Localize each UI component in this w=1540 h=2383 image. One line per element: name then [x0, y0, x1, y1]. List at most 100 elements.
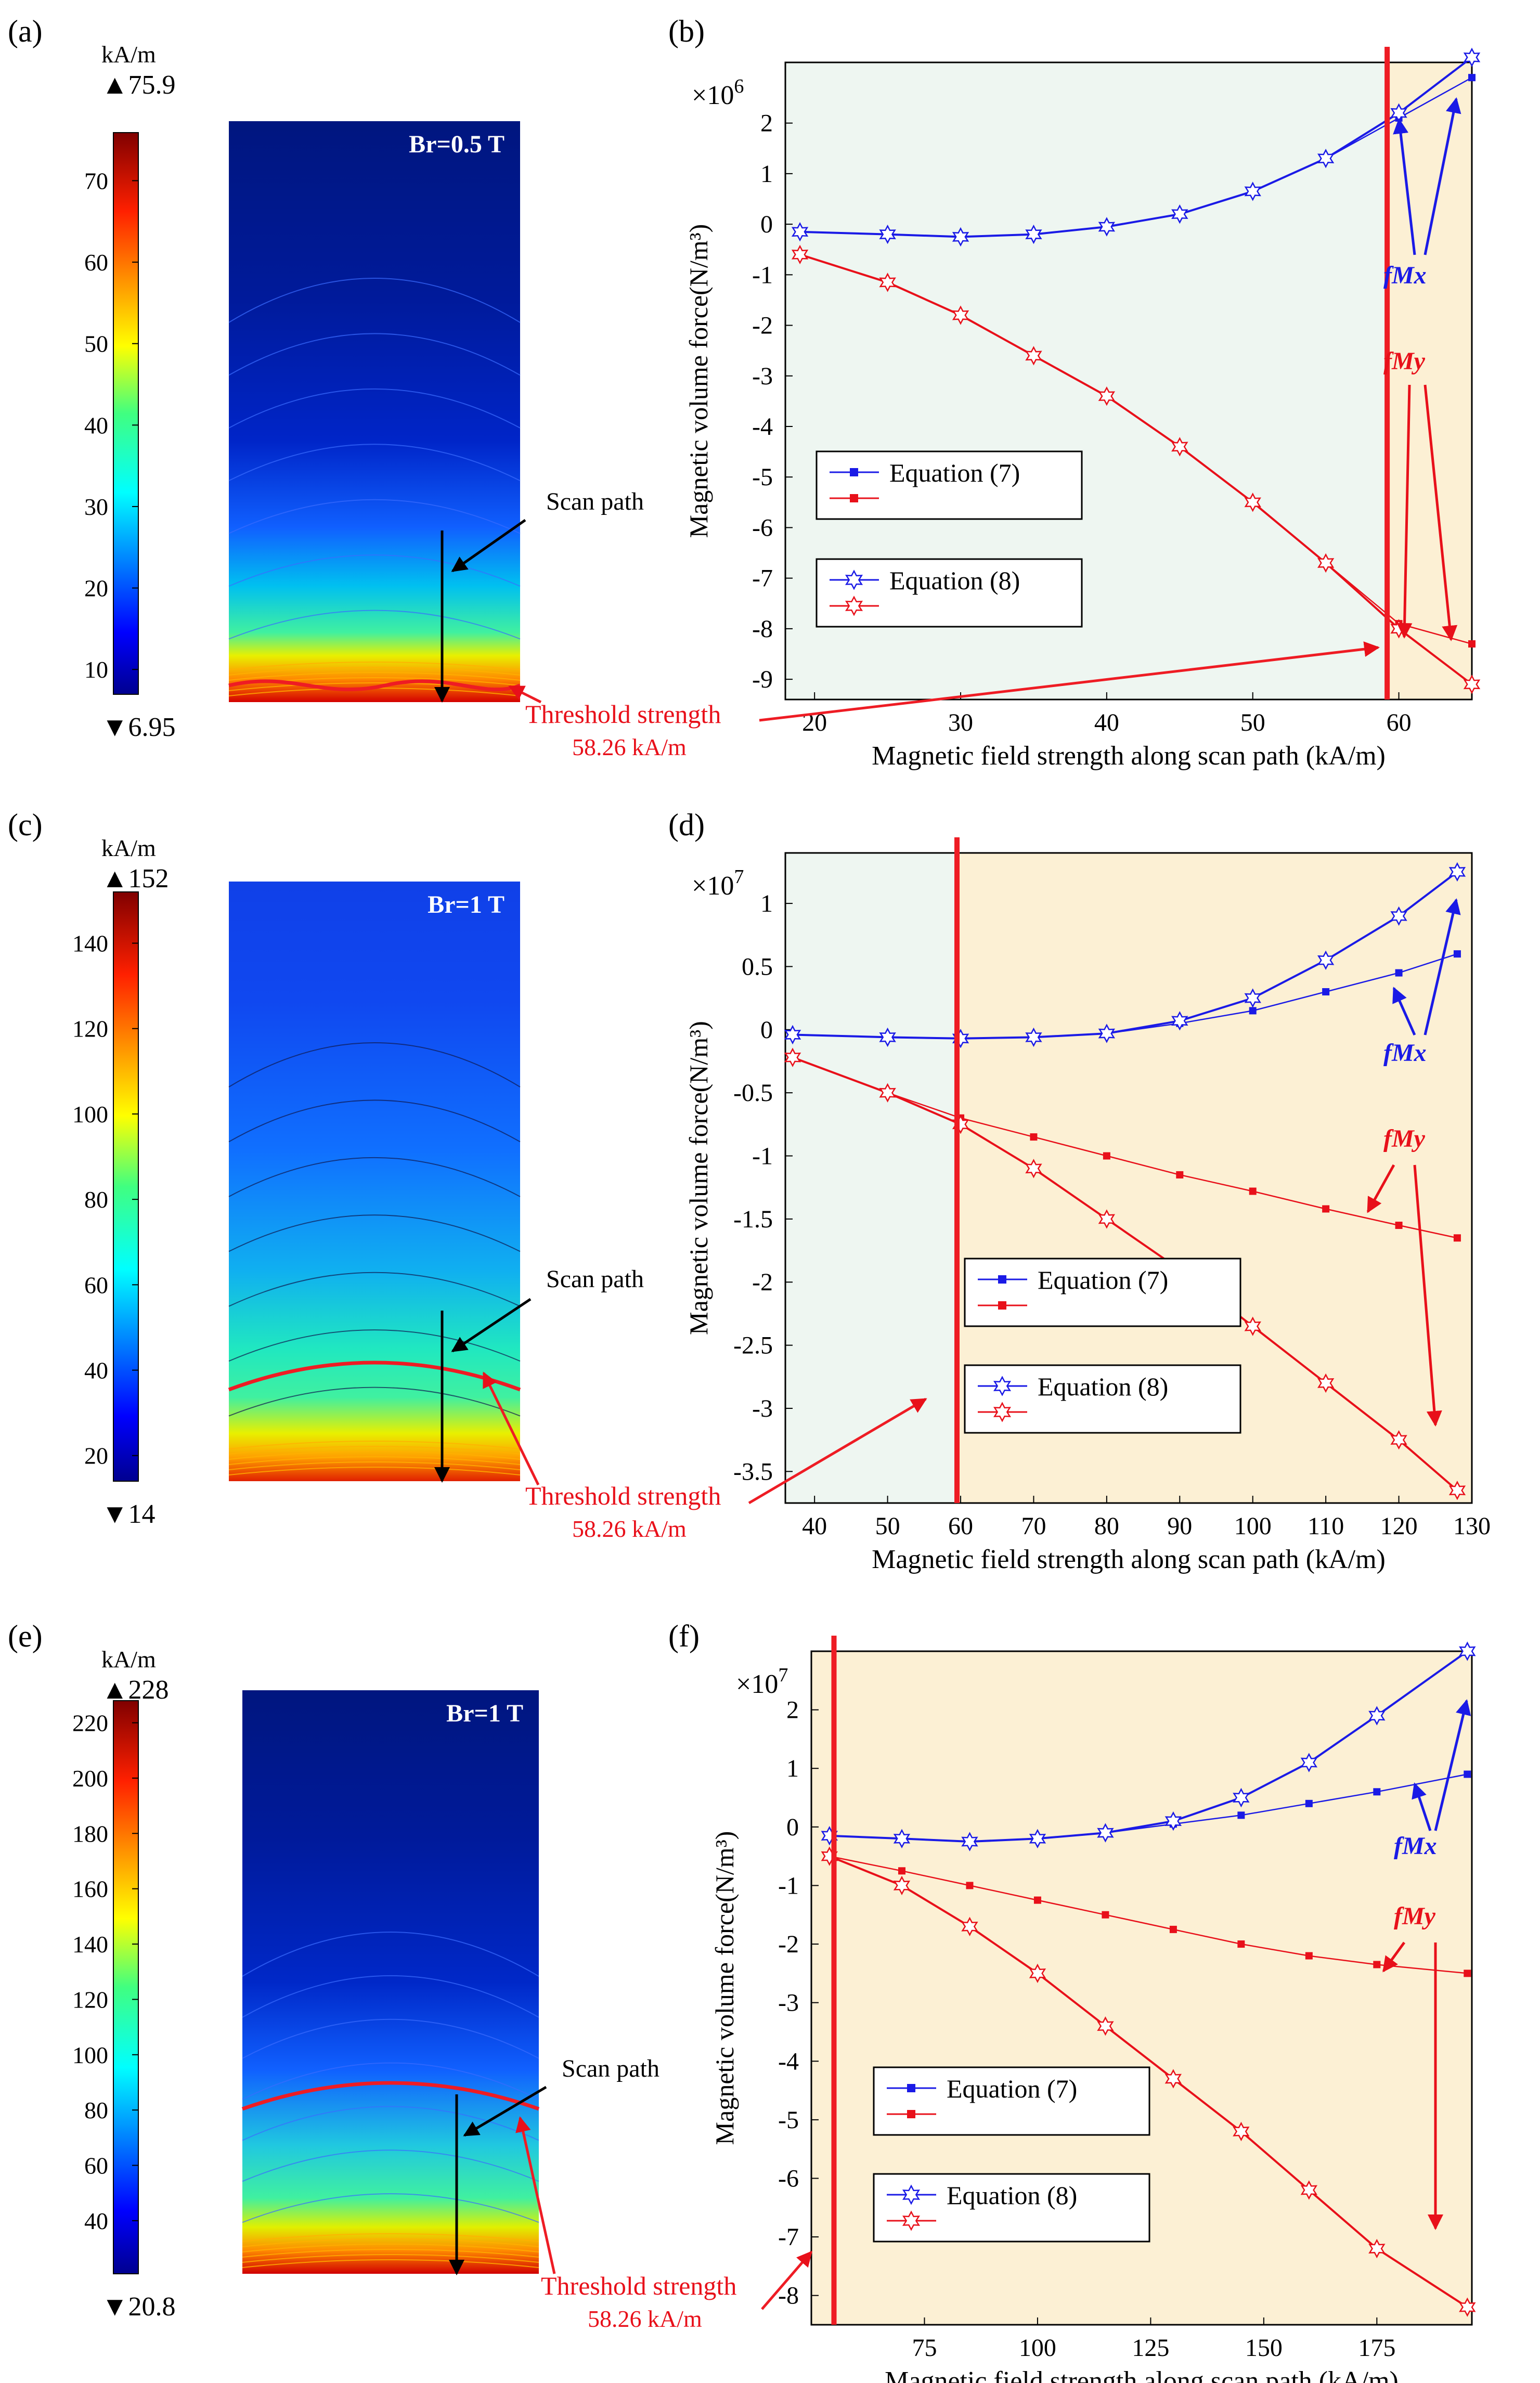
threshold-pointer — [515, 2116, 556, 2274]
colorbar-tick-label: 20 — [84, 575, 108, 602]
y-tick-label: -3 — [752, 362, 773, 390]
fmy-pointer — [1413, 1164, 1442, 1427]
y-tick-label: -1.5 — [733, 1206, 773, 1233]
data-point-star — [1244, 182, 1261, 201]
y-tick-label: -1 — [778, 1872, 799, 1899]
legend-marker — [902, 2210, 921, 2231]
series-line-2 — [829, 1650, 1468, 1843]
contour-line — [242, 1932, 539, 1977]
contour-line — [242, 2106, 539, 2141]
data-point-square — [1237, 1940, 1245, 1948]
data-point-star — [821, 1846, 838, 1866]
data-point-square — [1464, 1970, 1471, 1977]
contour-line — [228, 1214, 521, 1252]
y-tick-label: 1 — [760, 890, 773, 917]
colorbar-max-label: ▲152 — [101, 864, 169, 893]
colorbar-tick-label: 160 — [72, 1876, 108, 1902]
contour-line — [228, 672, 521, 681]
data-point-star — [791, 244, 809, 265]
legend-equation-7: Equation (7) — [816, 450, 1083, 520]
fmx-pointer — [1393, 118, 1416, 255]
x-tick-label: 175 — [1358, 2334, 1395, 2362]
data-point-star — [1448, 862, 1466, 882]
data-point-star — [1233, 2121, 1250, 2142]
y-tick-label: -0.5 — [733, 1079, 773, 1107]
fmx-pointer — [1412, 1782, 1432, 1831]
data-point-square — [1102, 1911, 1109, 1919]
data-point-star — [1098, 1209, 1116, 1229]
contour-line — [228, 1329, 521, 1362]
data-point-star — [1317, 149, 1335, 169]
threshold-contour — [228, 679, 521, 692]
fmy-label: fMy — [1383, 1125, 1426, 1152]
data-point-square — [1322, 1205, 1330, 1213]
contour-line — [242, 2238, 539, 2247]
x-tick-label: 100 — [1234, 1512, 1272, 1540]
legend-label: Equation (8) — [947, 2181, 1077, 2210]
colorbar-min-label: ▼6.95 — [101, 713, 175, 742]
colorbar-max-label: ▲75.9 — [101, 70, 175, 100]
plot-frame — [784, 852, 1473, 1504]
colorbar-tick-label: 20 — [84, 1443, 108, 1469]
fmy-label: fMy — [1394, 1902, 1436, 1930]
legend-marker — [845, 595, 863, 616]
data-point-star — [784, 1047, 801, 1067]
data-point-star — [1317, 950, 1335, 970]
colorbar-unit: kA/m — [101, 1646, 156, 1673]
y-tick-label: 2 — [786, 1696, 799, 1724]
colorbar-max-label: ▲228 — [101, 1675, 169, 1705]
y-tick-label: 2 — [760, 110, 773, 137]
scan-path-pointer — [451, 1298, 532, 1353]
y-tick-label: -5 — [752, 463, 773, 491]
threshold-contour — [228, 1361, 521, 1392]
data-point-square — [1305, 1799, 1313, 1807]
colorbar — [113, 132, 139, 695]
contour-line — [242, 2149, 539, 2182]
legend-box — [816, 450, 1083, 520]
threshold-contour — [241, 2081, 540, 2111]
contour-line — [242, 2062, 539, 2100]
contour-line — [228, 1451, 521, 1460]
y-tick-label: -6 — [752, 514, 773, 541]
colorbar-tick-label: 220 — [72, 1710, 108, 1737]
colorbar-tick-label: 120 — [72, 1016, 108, 1042]
scan-path-pointer — [463, 2086, 547, 2137]
contour-line — [228, 499, 521, 534]
threshold-pointer — [482, 1371, 540, 1486]
contour-line — [228, 388, 521, 429]
legend-marker — [998, 1275, 1006, 1284]
data-point-square — [1249, 1007, 1257, 1015]
y-tick-label: -4 — [752, 413, 773, 441]
contour-line — [228, 1042, 521, 1087]
fmx-pointer — [1423, 97, 1461, 255]
x-tick-label: 130 — [1453, 1512, 1491, 1540]
contour-line — [228, 1387, 521, 1417]
fmx-label: fMx — [1394, 1832, 1437, 1860]
field-map-image — [229, 882, 520, 1481]
y-tick-label: 0.5 — [742, 953, 773, 980]
y-multiplier-exp: 7 — [734, 866, 744, 888]
legend-marker — [998, 1301, 1006, 1310]
series-line-1 — [792, 1057, 1458, 1239]
data-point-star — [952, 1029, 969, 1048]
contour-line — [228, 1441, 521, 1449]
x-tick-label: 40 — [1094, 709, 1119, 736]
data-point-square — [1237, 1811, 1245, 1819]
y-tick-label: -4 — [778, 2048, 799, 2075]
br-label: Br=0.5 T — [409, 131, 504, 158]
data-point-star — [1098, 1024, 1116, 1043]
series-line-1 — [829, 1855, 1468, 1974]
contour-line — [228, 1461, 521, 1470]
contour-line — [228, 1446, 521, 1455]
scan-path-pointer — [451, 519, 526, 573]
data-point-square — [1453, 1234, 1461, 1242]
y-tick-label: -8 — [752, 615, 773, 643]
fmy-label: fMy — [1383, 347, 1426, 375]
y-tick-label: -2 — [752, 312, 773, 340]
data-point-star — [1025, 1159, 1042, 1178]
legend-label: Equation (7) — [947, 2074, 1077, 2103]
y-tick-label: -2.5 — [733, 1332, 773, 1359]
colorbar-tick-label: 80 — [84, 1186, 108, 1213]
x-axis-label: Magnetic field strength along scan path … — [872, 1545, 1386, 1574]
data-point-square — [966, 1882, 974, 1889]
